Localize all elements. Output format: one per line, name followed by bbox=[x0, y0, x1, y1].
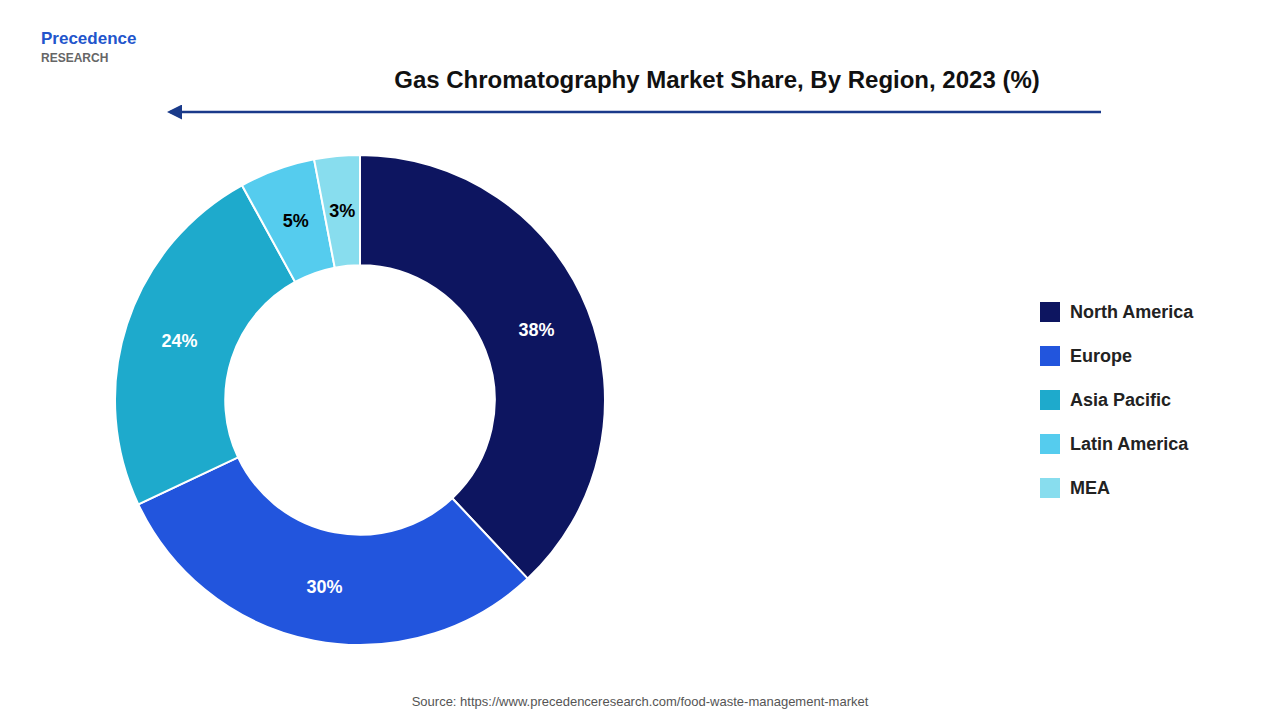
data-label: 38% bbox=[519, 320, 555, 340]
title-rule bbox=[170, 111, 1101, 114]
slice bbox=[314, 155, 360, 268]
legend: North America Europe Asia Pacific Latin Ame… bbox=[1040, 302, 1194, 498]
legend-item: MEA bbox=[1040, 478, 1110, 498]
data-label: 3% bbox=[329, 201, 355, 221]
legend-label: Latin America bbox=[1070, 434, 1189, 454]
slice bbox=[138, 457, 527, 645]
legend-label: North America bbox=[1070, 302, 1194, 322]
data-label: 24% bbox=[161, 331, 197, 351]
legend-label: Europe bbox=[1070, 346, 1132, 366]
slice bbox=[360, 155, 605, 579]
legend-swatch bbox=[1040, 478, 1060, 498]
legend-item: Europe bbox=[1040, 346, 1132, 366]
donut bbox=[115, 155, 605, 645]
legend-label: Asia Pacific bbox=[1070, 390, 1171, 410]
legend-swatch bbox=[1040, 302, 1060, 322]
legend-swatch bbox=[1040, 346, 1060, 366]
logo-line1: Precedence bbox=[41, 29, 136, 48]
data-label: 30% bbox=[306, 577, 342, 597]
data-label: 5% bbox=[283, 211, 309, 231]
legend-swatch bbox=[1040, 434, 1060, 454]
chart: Precedence RESEARCH Gas Chromatography Mar… bbox=[0, 0, 1280, 720]
legend-item: Asia Pacific bbox=[1040, 390, 1171, 410]
legend-item: Latin America bbox=[1040, 434, 1189, 454]
data-labels: 38% 30% 24% 5% 3% bbox=[161, 201, 554, 597]
source: Source: https://www.precedenceresearch.c… bbox=[412, 694, 869, 709]
title: Gas Chromatography Market Share, By Regi… bbox=[394, 66, 1040, 93]
legend-swatch bbox=[1040, 390, 1060, 410]
logo-line2: RESEARCH bbox=[41, 51, 108, 65]
legend-item: North America bbox=[1040, 302, 1194, 322]
legend-label: MEA bbox=[1070, 478, 1110, 498]
